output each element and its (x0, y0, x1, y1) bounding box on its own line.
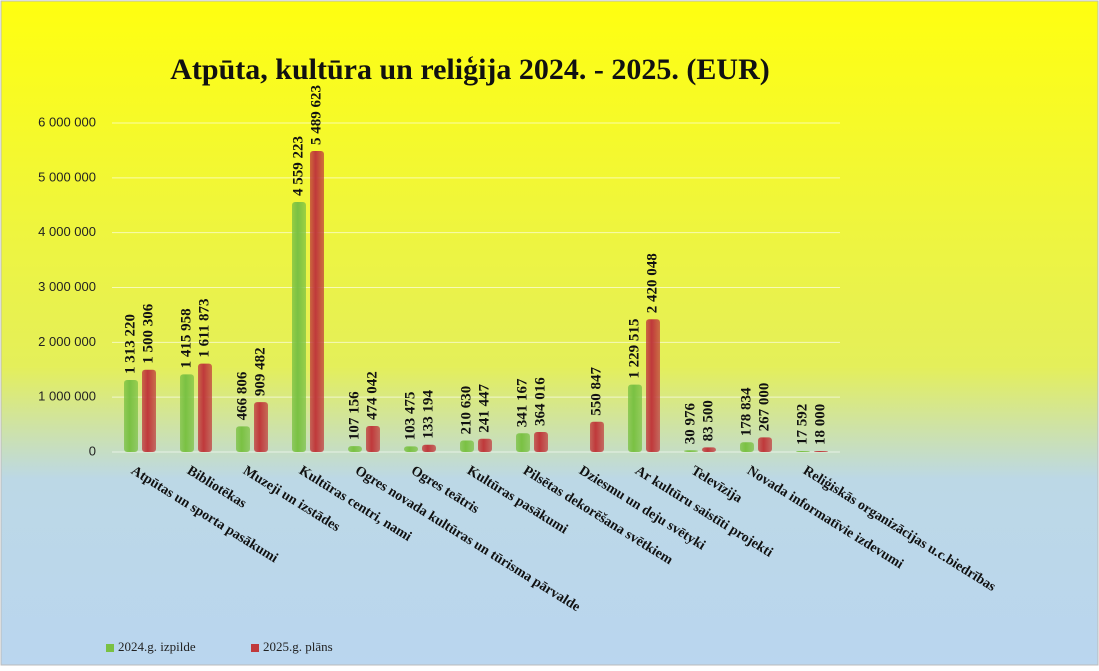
bar (180, 374, 194, 452)
bar (534, 432, 548, 452)
bar (310, 150, 324, 453)
bar (478, 438, 492, 452)
bar (124, 379, 138, 452)
bar (422, 444, 436, 452)
value-label: 550 847 (588, 367, 604, 416)
bar (628, 384, 642, 452)
value-label: 1 229 515 (626, 319, 642, 379)
bar (348, 446, 362, 452)
y-tick-label: 2 000 000 (38, 334, 96, 349)
value-label: 4 559 223 (290, 136, 306, 196)
legend-label: 2025.g. plāns (263, 639, 333, 654)
value-label: 178 834 (738, 387, 754, 436)
bar (292, 202, 306, 452)
bar (460, 440, 474, 452)
value-label: 267 000 (756, 383, 772, 432)
value-label: 241 447 (476, 384, 492, 433)
value-label: 466 806 (234, 371, 250, 420)
bar (740, 442, 754, 452)
bar (254, 402, 268, 452)
bar (646, 319, 660, 452)
y-tick-label: 0 (89, 443, 96, 458)
value-label: 1 500 306 (140, 303, 156, 364)
value-label: 30 976 (682, 403, 698, 445)
value-label: 474 042 (364, 371, 380, 420)
bar (796, 451, 810, 452)
y-tick-label: 3 000 000 (38, 279, 96, 294)
bar (142, 369, 156, 452)
value-label: 5 489 623 (308, 85, 324, 145)
bar (702, 447, 716, 452)
chart-title: Atpūta, kultūra un reliģija 2024. - 2025… (170, 53, 769, 86)
bar (758, 437, 772, 452)
y-tick-label: 5 000 000 (38, 169, 96, 184)
value-label: 107 156 (346, 391, 362, 440)
value-label: 1 611 873 (196, 298, 212, 357)
bar (516, 433, 530, 452)
value-label: 2 420 048 (644, 253, 660, 313)
bar (814, 451, 828, 452)
value-label: 17 592 (794, 404, 810, 445)
bar (198, 363, 212, 452)
y-tick-label: 1 000 000 (38, 389, 96, 404)
bar (404, 446, 418, 452)
value-label: 1 415 958 (178, 308, 194, 368)
legend-swatch (251, 644, 259, 652)
bar (236, 426, 250, 452)
y-tick-label: 4 000 000 (38, 224, 96, 239)
value-label: 18 000 (812, 404, 828, 445)
value-label: 364 016 (532, 377, 548, 426)
value-label: 1 313 220 (122, 314, 138, 374)
value-label: 909 482 (252, 347, 268, 396)
value-label: 341 167 (514, 378, 530, 427)
value-label: 103 475 (402, 392, 418, 441)
legend-swatch (106, 644, 114, 652)
legend-label: 2024.g. izpilde (118, 639, 196, 654)
bar (590, 421, 604, 452)
y-tick-label: 6 000 000 (38, 114, 96, 129)
value-label: 133 194 (420, 389, 436, 438)
bar (366, 426, 380, 452)
bar (684, 450, 698, 452)
value-label: 210 630 (458, 386, 474, 435)
value-label: 83 500 (700, 400, 716, 441)
